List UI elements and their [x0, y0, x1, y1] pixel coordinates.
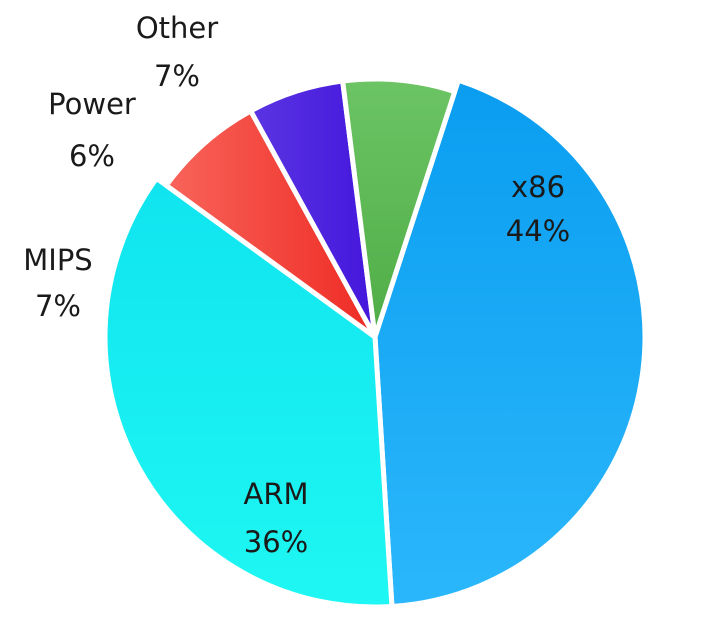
slice-label-x86: x86 — [511, 170, 565, 204]
slice-label-arm: ARM — [243, 477, 308, 511]
slice-percent-mips: 7% — [35, 289, 81, 323]
slice-label-mips: MIPS — [23, 243, 92, 277]
slice-percent-power: 6% — [69, 139, 115, 173]
slice-percent-other: 7% — [154, 59, 200, 93]
pie-slice-other — [340, 76, 458, 340]
pie-slices — [102, 76, 648, 610]
pie-slice-x86 — [372, 77, 648, 609]
slice-label-other: Other — [136, 11, 218, 45]
pie-slice-arm — [102, 175, 395, 610]
slice-percent-x86: 44% — [506, 214, 570, 248]
slice-label-power: Power — [48, 87, 136, 121]
slice-percent-arm: 36% — [244, 525, 308, 559]
